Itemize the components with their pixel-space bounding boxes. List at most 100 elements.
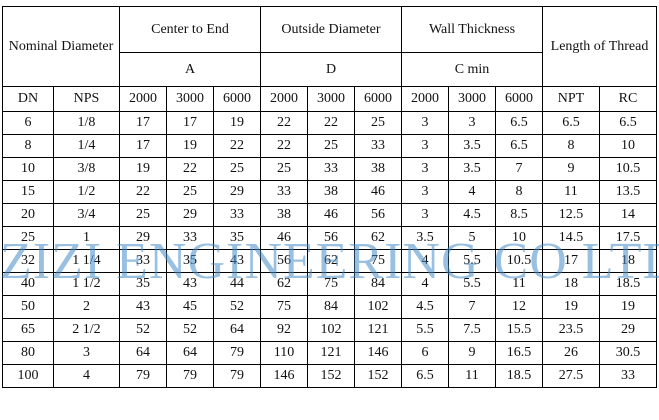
table-cell: 18 bbox=[542, 272, 600, 296]
class-header: 3000 bbox=[448, 86, 496, 112]
table-cell: 19 bbox=[599, 295, 657, 319]
table-cell: 40 bbox=[2, 272, 54, 296]
table-cell: 46 bbox=[354, 180, 402, 204]
table-cell: 100 bbox=[2, 364, 54, 388]
table-cell: 38 bbox=[354, 157, 402, 181]
table-cell: 8 bbox=[542, 134, 600, 158]
table-cell: 11 bbox=[542, 180, 600, 204]
table-cell: 121 bbox=[354, 318, 402, 342]
table-cell: 64 bbox=[213, 318, 261, 342]
table-cell: 6 bbox=[401, 341, 449, 365]
table-cell: 13.5 bbox=[599, 180, 657, 204]
table-cell: 33 bbox=[599, 364, 657, 388]
table-cell: 22 bbox=[166, 157, 214, 181]
table-cell: 17 bbox=[119, 134, 167, 158]
class-header: 2000 bbox=[119, 86, 167, 112]
table-cell: 45 bbox=[166, 295, 214, 319]
table-cell: 12.5 bbox=[542, 203, 600, 227]
table-cell: 14.5 bbox=[542, 226, 600, 250]
table-cell: 5.5 bbox=[448, 249, 496, 273]
table-cell: 25 bbox=[354, 111, 402, 135]
table-row: 65 2 1/2 52 52 64 92 102 121 5.5 7.5 15.5 23.5 29 bbox=[2, 318, 657, 342]
table-cell: 6 bbox=[2, 111, 54, 135]
table-cell: 102 bbox=[354, 295, 402, 319]
table-cell: 6.5 bbox=[599, 111, 657, 135]
table-cell: 22 bbox=[260, 134, 308, 158]
table-cell: 5 bbox=[448, 226, 496, 250]
table-cell: 7 bbox=[448, 295, 496, 319]
table-cell: 75 bbox=[260, 295, 308, 319]
table-cell: 18.5 bbox=[599, 272, 657, 296]
table-cell: 4 bbox=[401, 249, 449, 273]
length-of-thread-header: Length of Thread bbox=[542, 6, 657, 87]
table-cell: 9 bbox=[542, 157, 600, 181]
table-cell: 6.5 bbox=[495, 111, 543, 135]
table-cell: 3.5 bbox=[448, 134, 496, 158]
table-cell: 25 bbox=[307, 134, 355, 158]
center-to-end-header: Center to End bbox=[119, 6, 261, 53]
table-cell: 5.5 bbox=[448, 272, 496, 296]
table-cell: 110 bbox=[260, 341, 308, 365]
table-cell: 1/2 bbox=[53, 180, 120, 204]
table-cell: 12 bbox=[495, 295, 543, 319]
table-cell: 64 bbox=[166, 341, 214, 365]
table-cell: 35 bbox=[213, 226, 261, 250]
nominal-diameter-header: Nominal Diameter bbox=[2, 6, 120, 87]
table-cell: 1 1/4 bbox=[53, 249, 120, 273]
table-cell: 6.5 bbox=[542, 111, 600, 135]
class-header: 6000 bbox=[354, 86, 402, 112]
table-cell: 121 bbox=[307, 341, 355, 365]
table-cell: 50 bbox=[2, 295, 54, 319]
table-cell: 1/4 bbox=[53, 134, 120, 158]
table-cell: 22 bbox=[119, 180, 167, 204]
table-cell: 7 bbox=[495, 157, 543, 181]
table-cell: 33 bbox=[213, 203, 261, 227]
table-cell: 10 bbox=[599, 134, 657, 158]
spec-table-container: Nominal Diameter Center to End Outside D… bbox=[2, 6, 657, 388]
table-cell: 10 bbox=[2, 157, 54, 181]
table-cell: 29 bbox=[166, 203, 214, 227]
table-cell: 2 1/2 bbox=[53, 318, 120, 342]
table-cell: 26 bbox=[542, 341, 600, 365]
table-cell: 3.5 bbox=[448, 157, 496, 181]
table-cell: 2 bbox=[53, 295, 120, 319]
class-header: 3000 bbox=[166, 86, 214, 112]
table-cell: 8.5 bbox=[495, 203, 543, 227]
table-cell: 52 bbox=[166, 318, 214, 342]
dn-header: DN bbox=[2, 86, 54, 112]
table-cell: 3.5 bbox=[401, 226, 449, 250]
table-cell: 152 bbox=[354, 364, 402, 388]
table-cell: 33 bbox=[307, 157, 355, 181]
table-cell: 14 bbox=[599, 203, 657, 227]
npt-header: NPT bbox=[542, 86, 600, 112]
table-cell: 43 bbox=[119, 295, 167, 319]
table-cell: 33 bbox=[260, 180, 308, 204]
table-cell: 146 bbox=[260, 364, 308, 388]
table-row: 40 1 1/2 35 43 44 62 75 84 4 5.5 11 18 18.5 bbox=[2, 272, 657, 296]
table-cell: 17 bbox=[119, 111, 167, 135]
table-cell: 52 bbox=[119, 318, 167, 342]
table-cell: 79 bbox=[213, 341, 261, 365]
table-cell: 29 bbox=[119, 226, 167, 250]
fitting-dimensions-table: Nominal Diameter Center to End Outside D… bbox=[2, 6, 657, 388]
table-cell: 19 bbox=[166, 134, 214, 158]
table-cell: 17 bbox=[166, 111, 214, 135]
table-cell: 17 bbox=[542, 249, 600, 273]
table-cell: 35 bbox=[119, 272, 167, 296]
table-cell: 10 bbox=[495, 226, 543, 250]
table-cell: 7.5 bbox=[448, 318, 496, 342]
table-row: 8 1/4 17 19 22 22 25 33 3 3.5 6.5 8 10 bbox=[2, 134, 657, 158]
table-cell: 92 bbox=[260, 318, 308, 342]
table-cell: 10.5 bbox=[599, 157, 657, 181]
table-cell: 29 bbox=[213, 180, 261, 204]
table-cell: 43 bbox=[166, 272, 214, 296]
table-cell: 84 bbox=[307, 295, 355, 319]
class-header: 6000 bbox=[213, 86, 261, 112]
table-cell: 19 bbox=[119, 157, 167, 181]
table-cell: 30.5 bbox=[599, 341, 657, 365]
class-header: 3000 bbox=[307, 86, 355, 112]
nps-header: NPS bbox=[53, 86, 120, 112]
table-cell: 152 bbox=[307, 364, 355, 388]
table-cell: 56 bbox=[307, 226, 355, 250]
class-header: 6000 bbox=[495, 86, 543, 112]
